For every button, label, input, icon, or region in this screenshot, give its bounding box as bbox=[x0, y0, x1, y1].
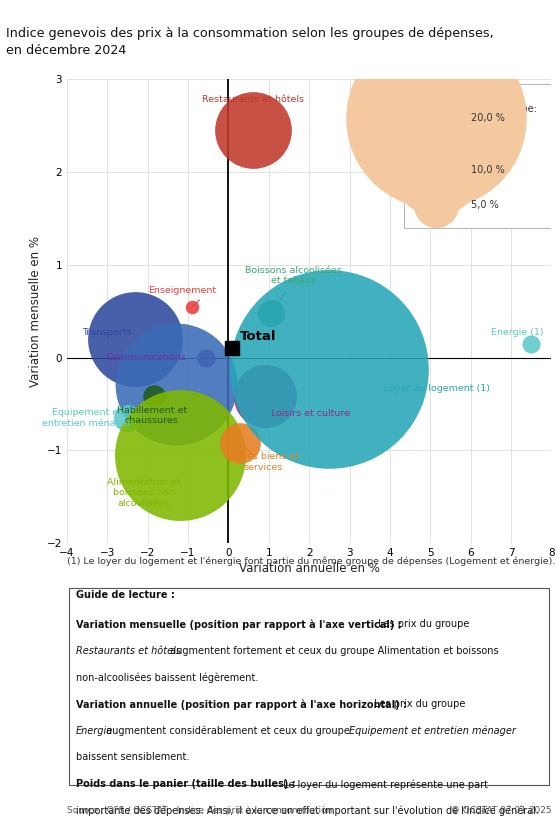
Text: Légende: Légende bbox=[408, 88, 451, 99]
Point bbox=[172, 377, 180, 390]
Text: Loyer du logement (1): Loyer du logement (1) bbox=[384, 384, 490, 392]
Point bbox=[527, 337, 536, 350]
FancyBboxPatch shape bbox=[404, 84, 551, 227]
Text: Equipement et entretien ménager: Equipement et entretien ménager bbox=[349, 726, 516, 737]
Text: Variation mensuelle (position par rapport à l'axe vertical) :: Variation mensuelle (position par rappor… bbox=[76, 619, 405, 630]
Text: Le loyer du logement représente une part: Le loyer du logement représente une part bbox=[280, 779, 488, 789]
Point bbox=[248, 124, 257, 137]
Text: Les prix du groupe: Les prix du groupe bbox=[374, 619, 469, 630]
Point bbox=[432, 112, 441, 125]
Text: Energie: Energie bbox=[76, 726, 113, 736]
Text: 10,0 %: 10,0 % bbox=[471, 166, 505, 176]
Point bbox=[131, 333, 140, 346]
Y-axis label: Variation mensuelle en %: Variation mensuelle en % bbox=[30, 236, 42, 387]
Point bbox=[175, 448, 184, 461]
Text: importante des dépenses. Ainsi, il exerce un effet important sur l'évolution de : importante des dépenses. Ainsi, il exerc… bbox=[76, 806, 539, 816]
Text: Boissons alcoolisées
et tabacs: Boissons alcoolisées et tabacs bbox=[245, 266, 341, 285]
Text: Restaurants et hôtels: Restaurants et hôtels bbox=[76, 645, 180, 655]
Point bbox=[202, 351, 211, 364]
Text: baissent sensiblement.: baissent sensiblement. bbox=[76, 752, 189, 762]
Point bbox=[260, 390, 269, 403]
Text: (1) Le loyer du logement et l'énergie font partie du même groupe de dépenses (Lo: (1) Le loyer du logement et l'énergie fo… bbox=[67, 557, 555, 567]
Text: Communications: Communications bbox=[106, 353, 186, 362]
Text: Loisirs et culture: Loisirs et culture bbox=[271, 409, 350, 417]
X-axis label: Variation annuelle en %: Variation annuelle en % bbox=[239, 562, 379, 575]
Text: Total: Total bbox=[240, 329, 276, 343]
Point bbox=[149, 390, 158, 403]
Text: Santé: Santé bbox=[132, 365, 159, 375]
Point bbox=[188, 300, 197, 314]
Text: Restaurants et hôtels: Restaurants et hôtels bbox=[202, 95, 304, 104]
Text: augmentent fortement et ceux du groupe Alimentation et boissons: augmentent fortement et ceux du groupe A… bbox=[167, 645, 499, 655]
Text: Poids dans le panier type:: Poids dans le panier type: bbox=[408, 104, 537, 115]
Text: Transports: Transports bbox=[82, 329, 132, 337]
Point bbox=[325, 362, 334, 375]
Point bbox=[432, 164, 441, 177]
Text: 20,0 %: 20,0 % bbox=[471, 114, 505, 124]
Text: Poids dans le panier (taille des bulles) :: Poids dans le panier (taille des bulles)… bbox=[76, 779, 295, 789]
Point bbox=[266, 306, 275, 319]
Point bbox=[123, 411, 132, 425]
Text: Autres biens et
services: Autres biens et services bbox=[227, 452, 299, 472]
Text: © OCSTAT 07.01.2025: © OCSTAT 07.01.2025 bbox=[451, 806, 551, 814]
Text: Energie (1): Energie (1) bbox=[491, 329, 544, 337]
Text: Alimentation et
boissons non
alcoolisées: Alimentation et boissons non alcoolisées bbox=[107, 478, 180, 507]
Text: augmentent considérablement et ceux du groupe: augmentent considérablement et ceux du g… bbox=[103, 726, 353, 737]
Text: 5,0 %: 5,0 % bbox=[471, 200, 499, 210]
Text: Source : OFS / OCSTAT - Indice des prix à la consommation: Source : OFS / OCSTAT - Indice des prix … bbox=[67, 806, 332, 814]
Text: Indice genevois des prix à la consommation selon les groupes de dépenses,
en déc: Indice genevois des prix à la consommati… bbox=[6, 27, 494, 57]
Point bbox=[228, 342, 237, 355]
Point bbox=[432, 198, 441, 212]
Text: Equipement et
entretien ménager: Equipement et entretien ménager bbox=[42, 408, 131, 428]
Text: non-alcoolisées baissent légèrement.: non-alcoolisées baissent légèrement. bbox=[76, 672, 258, 683]
Text: Enseignement: Enseignement bbox=[148, 287, 216, 295]
FancyBboxPatch shape bbox=[69, 589, 549, 785]
Text: Guide de lecture :: Guide de lecture : bbox=[76, 590, 174, 600]
Text: Variation annuelle (position par rapport à l'axe horizontal) :: Variation annuelle (position par rapport… bbox=[76, 699, 410, 710]
Text: Les prix du groupe: Les prix du groupe bbox=[370, 699, 465, 709]
Text: Habillement et
chaussures: Habillement et chaussures bbox=[116, 405, 187, 426]
Point bbox=[236, 436, 245, 450]
